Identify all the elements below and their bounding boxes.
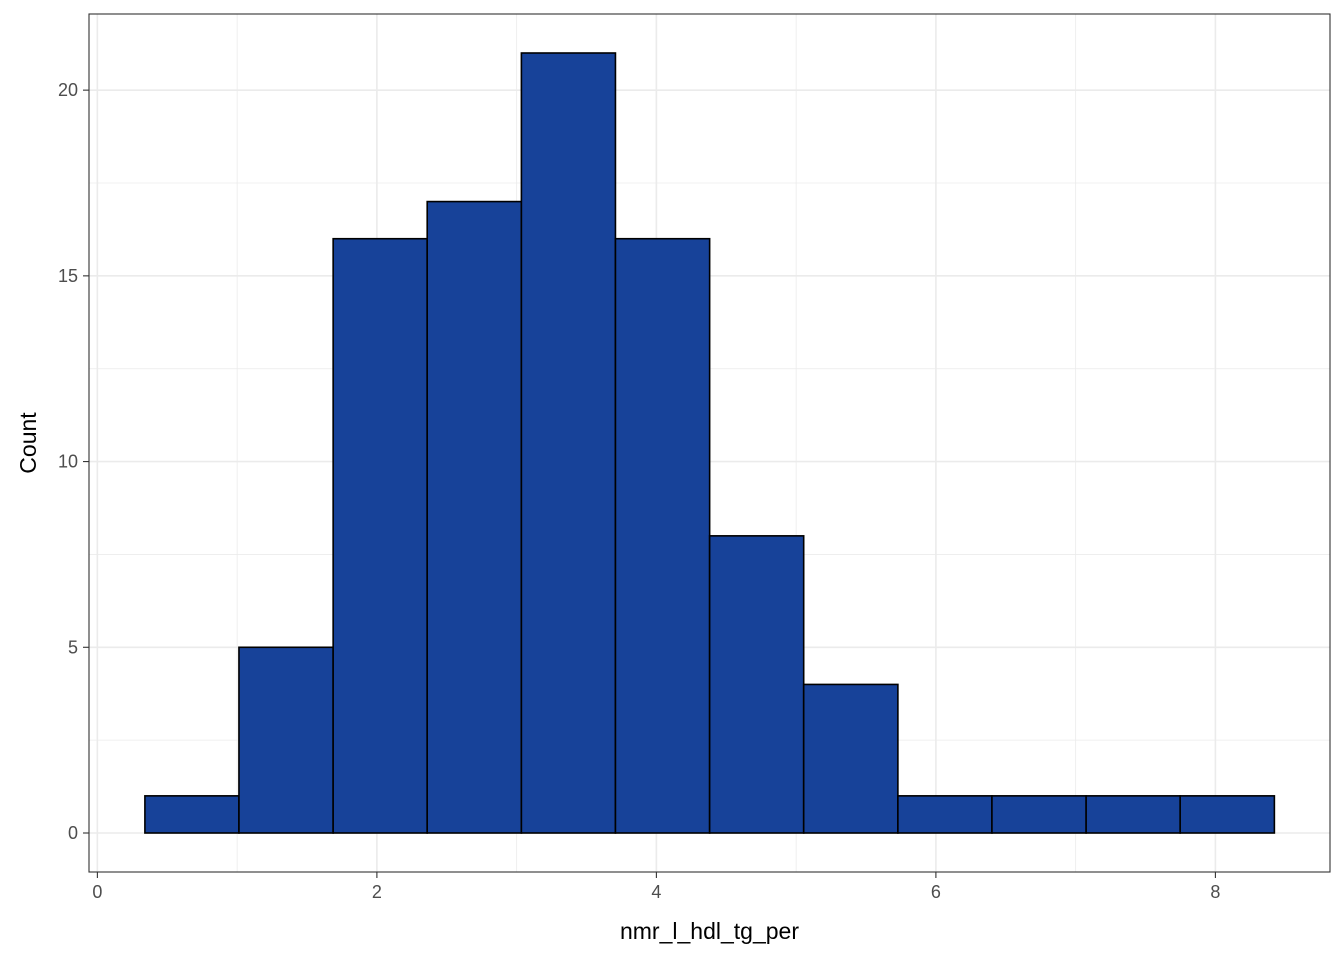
y-axis-ticks: 0 5 10 15 20 — [58, 80, 89, 843]
x-tick-label: 0 — [92, 882, 102, 902]
y-axis-title: Count — [15, 412, 41, 474]
histogram-bar — [614, 237, 711, 834]
x-axis-ticks: 0 2 4 6 8 — [92, 872, 1220, 902]
x-axis-title: nmr_l_hdl_tg_per — [620, 918, 799, 944]
histogram-bar — [1085, 795, 1181, 834]
y-tick-label: 0 — [68, 823, 78, 843]
histogram-bars — [144, 52, 1276, 834]
y-tick-label: 20 — [58, 80, 78, 100]
histogram-bar — [802, 683, 899, 834]
x-tick-label: 8 — [1210, 882, 1220, 902]
y-tick-label: 10 — [58, 452, 78, 472]
histogram-bar — [144, 795, 240, 834]
histogram-bar — [520, 52, 617, 834]
y-tick-label: 5 — [68, 637, 78, 657]
x-tick-label: 6 — [931, 882, 941, 902]
histogram-bar — [708, 535, 805, 834]
histogram-bar — [332, 237, 429, 834]
histogram-bar — [426, 200, 523, 834]
histogram-bar — [991, 795, 1087, 834]
histogram-bar — [238, 646, 334, 834]
histogram-bar — [897, 795, 993, 834]
panel-border — [88, 13, 1331, 873]
y-tick-label: 15 — [58, 266, 78, 286]
x-tick-label: 4 — [651, 882, 661, 902]
histogram-bar — [1179, 795, 1276, 834]
x-tick-label: 2 — [372, 882, 382, 902]
